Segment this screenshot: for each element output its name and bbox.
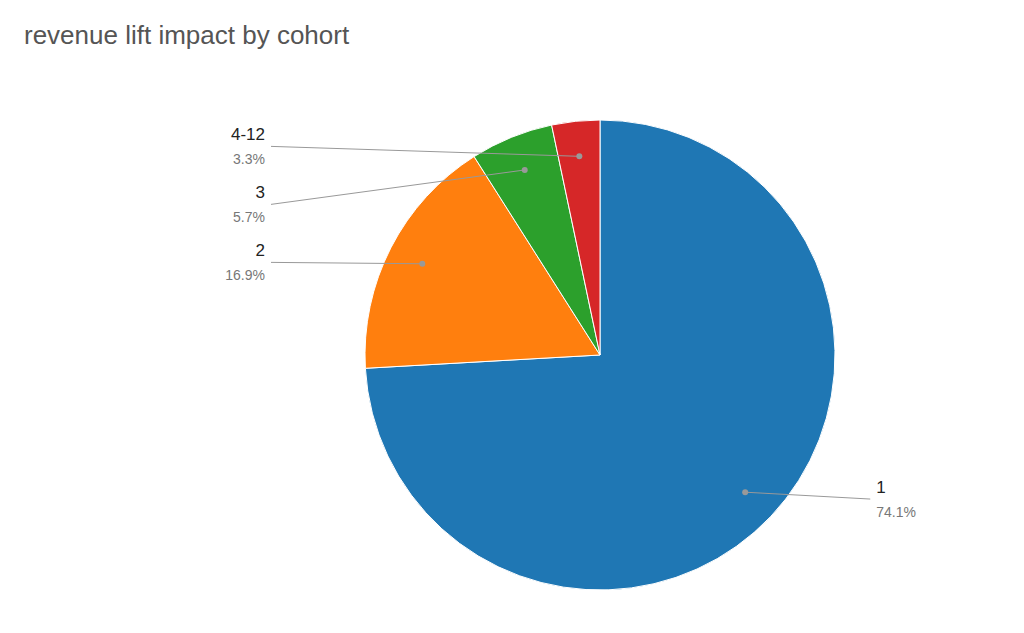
leader-dot xyxy=(742,489,748,495)
leader-line xyxy=(745,492,870,499)
value-label: 74.1% xyxy=(876,504,916,520)
value-label: 5.7% xyxy=(233,209,265,225)
leader-line xyxy=(271,170,525,204)
value-label: 16.9% xyxy=(225,267,265,283)
leader-line xyxy=(271,146,579,156)
chart-root: revenue lift impact by cohort 1 74.1% 2 16.9… xyxy=(0,0,1024,633)
category-label: 4-12 xyxy=(231,125,265,144)
data-labels: 1 74.1% 2 16.9% 3 5.7% 4-12 3.3% xyxy=(225,125,916,520)
leader-dot xyxy=(522,167,528,173)
category-label: 1 xyxy=(876,478,885,497)
category-label: 3 xyxy=(256,183,265,202)
leader-dot xyxy=(576,153,582,159)
leader-line xyxy=(271,262,422,263)
slice xyxy=(365,120,835,590)
value-label: 3.3% xyxy=(233,151,265,167)
pie: 1 74.1% 2 16.9% 3 5.7% 4-12 3.3% xyxy=(225,120,916,590)
title: revenue lift impact by cohort xyxy=(24,20,350,50)
category-label: 2 xyxy=(256,241,265,260)
leader-dot xyxy=(419,261,425,267)
